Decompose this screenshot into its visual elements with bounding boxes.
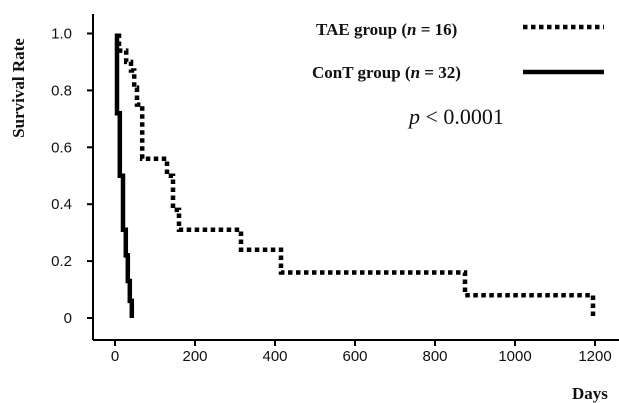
x-tick-label: 200 [182,348,207,365]
p-value-annotation: p < 0.0001 [407,104,504,129]
chart-ticks: 0 0.2 0.4 0.6 0.8 1.0 0 200 400 600 800 1000 1200 [51,26,612,366]
x-tick-label: 800 [422,348,447,365]
series-line-cont [114,33,135,318]
y-tick-label: 0.4 [51,196,72,213]
x-tick-label: 1200 [578,348,611,365]
y-tick-label: 0.2 [51,253,72,270]
legend: TAE group (n = 16) ConT group (n = 32) [312,20,604,82]
chart-series-lines [114,33,596,318]
x-tick-label: 1000 [498,348,531,365]
x-tick-label: 400 [262,348,287,365]
y-tick-label: 0.8 [51,82,72,99]
legend-label-tae: TAE group (n = 16) [316,20,457,39]
y-tick-label: 0 [64,310,72,327]
y-tick-label: 1.0 [51,26,72,43]
legend-label-cont: ConT group (n = 32) [312,63,461,82]
y-axis-title: Survival Rate [9,38,28,138]
x-tick-label: 0 [111,348,119,365]
y-tick-label: 0.6 [51,139,72,156]
series-line-tae [116,33,596,318]
x-axis-title: Days [572,384,608,403]
x-tick-label: 600 [342,348,367,365]
